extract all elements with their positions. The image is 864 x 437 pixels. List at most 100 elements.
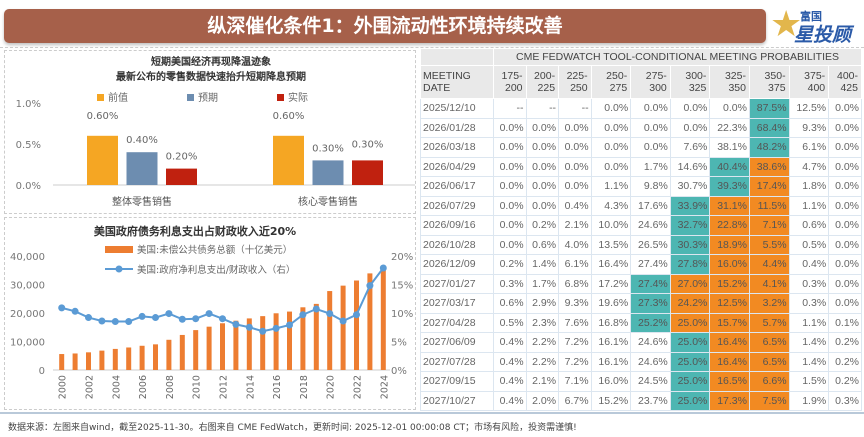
header-line: 325- <box>724 70 746 82</box>
debt-bar <box>313 303 319 370</box>
probability-cell: 27.3% <box>630 293 671 314</box>
header-line: 375- <box>804 70 826 82</box>
probability-cell: 0.3% <box>788 273 830 294</box>
probability-cell: 24.6% <box>630 332 671 353</box>
bar <box>87 135 118 185</box>
table-row: 2027/06/09 0.4% 2.2% 7.2% 16.1% 24.6% 25.0% 16.… <box>420 332 862 353</box>
probability-cell: 16.8% <box>590 312 632 333</box>
probability-cell: 17.3% <box>709 390 750 411</box>
meeting-date-cell: 2025/12/10 <box>420 98 494 119</box>
x-tick-label: 2020 <box>326 375 337 399</box>
header-line: MEETING <box>423 70 471 82</box>
probability-cell: 0.3% <box>788 293 830 314</box>
probability-cell: 0.0% <box>525 156 560 177</box>
debt-bar <box>153 344 158 370</box>
probability-cell: 0.0% <box>828 254 862 275</box>
probability-cell: 0.0% <box>558 117 592 138</box>
x-tick-label: 2002 <box>85 375 96 399</box>
x-tick-label: 2022 <box>353 375 364 399</box>
debt-bar <box>72 353 78 370</box>
chart-title: 美国政府债务利息支出占财政收入近20% <box>94 224 296 238</box>
meeting-date-cell: 2026/03/18 <box>420 137 494 158</box>
probability-cell: 16.1% <box>590 332 632 353</box>
probability-cell: 4.3% <box>590 195 632 216</box>
probability-cell: 0.0% <box>828 176 862 197</box>
interest-ratio-point <box>192 315 200 323</box>
probability-cell: 48.2% <box>748 137 790 158</box>
right-y-tick-label: 15% <box>391 281 413 292</box>
probability-cell: 16.1% <box>590 351 632 372</box>
probability-cell: 16.4% <box>709 351 750 372</box>
table-row: 2026/01/28 0.0% 0.0% 0.0% 0.0% 0.0% 0.0% 22.3% 6… <box>420 117 862 138</box>
interest-ratio-point <box>205 310 213 318</box>
probability-cell: 6.5% <box>748 332 790 353</box>
probability-cell: 1.9% <box>788 390 830 411</box>
data-label: 0.30% <box>312 143 344 154</box>
column-header-rate-range: 175- 200 <box>493 65 527 99</box>
bar <box>126 152 158 185</box>
probability-cell: 6.1% <box>788 137 830 158</box>
probability-cell: 1.4% <box>788 332 830 353</box>
probability-cell: 5.5% <box>748 234 790 255</box>
probability-cell: 0.1% <box>828 312 862 333</box>
column-header-rate-range: 250- 275 <box>590 65 632 99</box>
column-header-meeting-date: MEETING DATE <box>420 65 494 99</box>
probability-cell: 27.4% <box>630 254 671 275</box>
probability-cell: 2.2% <box>525 332 560 353</box>
column-header-rate-range: 400- 425 <box>828 65 862 99</box>
legend-label: 预期 <box>198 92 218 104</box>
x-tick-label: 2024 <box>379 375 390 399</box>
probability-cell: 0.0% <box>828 137 862 158</box>
probability-cell: 0.0% <box>828 215 862 236</box>
probability-cell: 0.6% <box>788 215 830 236</box>
header-line: 175- <box>501 70 523 82</box>
probability-cell: 0.6% <box>525 234 560 255</box>
probability-cell: 0.0% <box>590 98 632 119</box>
probability-cell: 38.1% <box>709 137 750 158</box>
x-tick-label: 2012 <box>219 375 230 399</box>
debt-bar <box>86 352 91 370</box>
legend-label: 实际 <box>288 91 308 104</box>
debt-bar <box>260 316 266 370</box>
left-y-tick-label: 0 <box>39 366 45 377</box>
data-label: 0.20% <box>166 152 198 163</box>
table-row: 2026/04/29 0.0% 0.0% 0.0% 0.0% 1.7% 14.6% 40.4%… <box>420 156 862 177</box>
probability-cell: 7.2% <box>558 332 592 353</box>
header-line: 275- <box>645 70 667 82</box>
legend-label: 美国:未偿公共债务总额（十亿美元） <box>137 244 292 256</box>
header-line: DATE <box>423 82 451 94</box>
probability-cell: 7.1% <box>748 215 790 236</box>
column-header-rate-range: 350- 375 <box>748 65 790 99</box>
probability-cell: 0.0% <box>493 117 527 138</box>
probability-cell: 6.1% <box>558 254 592 275</box>
probability-cell: 0.2% <box>828 371 862 392</box>
probability-cell: 0.0% <box>558 137 592 158</box>
category-label: 整体零售销售 <box>112 195 172 208</box>
probability-cell: 16.5% <box>709 371 750 392</box>
probability-cell: 0.0% <box>525 176 560 197</box>
interest-ratio-point <box>58 304 66 312</box>
probability-cell: 22.3% <box>709 117 750 138</box>
probability-cell: 24.6% <box>630 351 671 372</box>
probability-cell: 13.5% <box>590 234 632 255</box>
probability-cell: 6.7% <box>558 390 592 411</box>
probability-cell: 0.0% <box>828 234 862 255</box>
debt-bar <box>179 334 185 370</box>
probability-cell: 0.0% <box>558 156 592 177</box>
header-divider <box>0 47 864 48</box>
probability-cell: 2.0% <box>525 390 560 411</box>
interest-ratio-point <box>272 324 280 332</box>
header-line: 300 <box>649 82 667 94</box>
probability-cell: 0.0% <box>493 176 527 197</box>
column-header-rate-range: 375- 400 <box>788 65 830 99</box>
column-header-rate-range: 200- 225 <box>525 65 560 99</box>
probability-cell: 0.0% <box>590 156 632 177</box>
page-title: 纵深催化条件1：外围流动性环境持续改善 <box>207 15 563 37</box>
probability-cell: 2.3% <box>525 312 560 333</box>
debt-bar <box>139 345 145 370</box>
probability-cell: 17.6% <box>630 195 671 216</box>
debt-bar <box>287 311 292 370</box>
probability-cell: 16.0% <box>709 254 750 275</box>
x-tick-label: 2010 <box>192 375 203 399</box>
